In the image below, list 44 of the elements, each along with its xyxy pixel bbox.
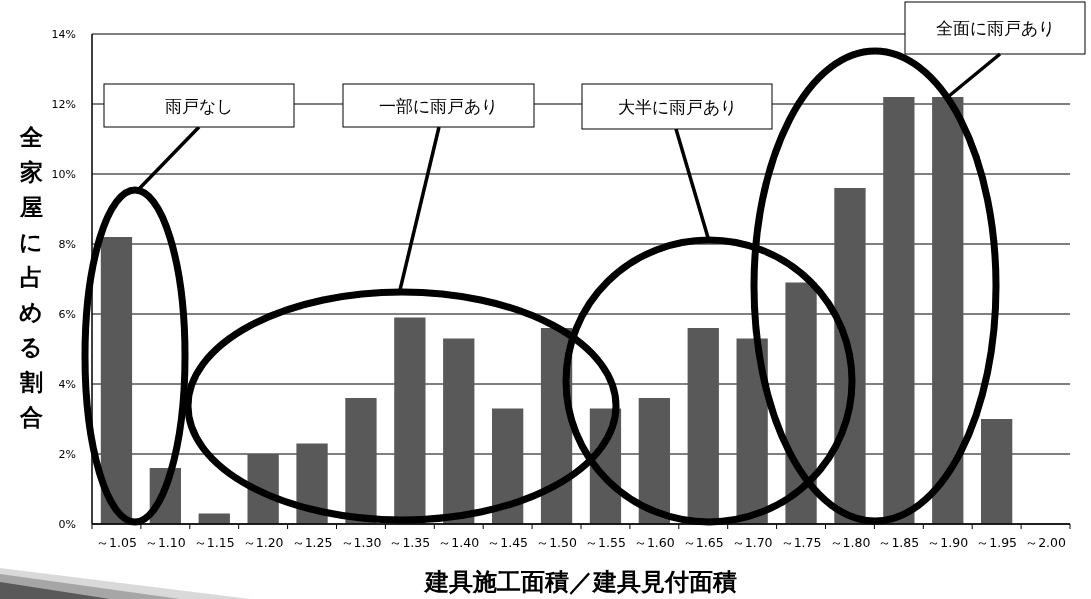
- x-tick-label: ～1.85: [878, 535, 920, 550]
- x-tick-label: ～1.30: [340, 535, 382, 550]
- x-tick-label: ～1.05: [96, 535, 137, 550]
- x-axis-title: 建具施工面積／建具見付面積: [423, 568, 737, 596]
- x-tick-label: ～1.90: [927, 535, 969, 550]
- annotation: 全面に雨戸あり: [935, 18, 1055, 38]
- bar: [345, 398, 377, 524]
- bar: [296, 443, 328, 524]
- x-tick-label: ～2.00: [1025, 535, 1067, 550]
- y-tick-label: 6%: [58, 308, 76, 321]
- annotation: 一部に雨戸あり: [379, 95, 498, 116]
- x-tick-label: ～1.70: [731, 535, 773, 550]
- x-tick-label: ～1.75: [780, 535, 822, 550]
- bar: [883, 97, 915, 524]
- y-tick-label: 4%: [58, 378, 76, 391]
- x-tick-label: ～1.60: [633, 535, 675, 550]
- annotation: 大半に雨戸あり: [617, 96, 737, 117]
- y-tick-label: 14%: [51, 28, 76, 41]
- annotation: 雨戸なし: [165, 95, 233, 116]
- x-tick-label: ～1.55: [585, 535, 626, 550]
- x-tick-label: ～1.10: [144, 535, 186, 550]
- y-tick-label: 10%: [51, 168, 76, 181]
- bar: [443, 338, 475, 524]
- x-tick-label: ～1.95: [976, 535, 1018, 550]
- y-tick-label: 8%: [58, 238, 76, 251]
- x-tick-label: ～1.25: [291, 535, 333, 550]
- x-tick-label: ～1.65: [682, 535, 724, 550]
- y-tick-label: 12%: [51, 98, 76, 111]
- bar: [785, 282, 817, 524]
- x-tick-label: ～1.35: [389, 535, 431, 550]
- text: 全家屋に占める割合: [19, 124, 43, 430]
- x-tick-label: ～1.80: [829, 535, 871, 550]
- x-tick-label: ～1.20: [242, 535, 284, 550]
- bar: [981, 419, 1013, 524]
- bar: [100, 237, 133, 524]
- bar: [932, 97, 964, 524]
- x-tick-label: ～1.45: [487, 535, 529, 550]
- x-tick-label: ～1.15: [193, 535, 235, 550]
- x-tick-label: ～1.50: [536, 535, 578, 550]
- bar: [492, 408, 524, 524]
- y-tick-label: 0%: [58, 518, 76, 531]
- x-tick-label: ～1.40: [438, 535, 480, 550]
- bar: [638, 398, 670, 524]
- y-tick-label: 2%: [58, 448, 76, 461]
